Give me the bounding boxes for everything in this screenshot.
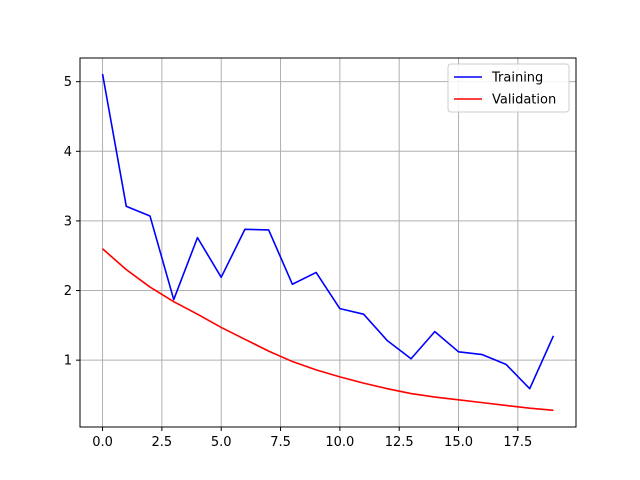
x-tick-label: 10.0 <box>325 435 354 450</box>
y-axis: 1 2 3 4 5 <box>64 75 80 369</box>
y-tick-label: 1 <box>64 354 72 369</box>
legend-label-validation: Validation <box>492 93 556 108</box>
x-tick-label: 17.5 <box>503 435 532 450</box>
x-tick-label: 2.5 <box>152 435 173 450</box>
legend: Training Validation <box>447 63 570 113</box>
x-tick-label: 7.5 <box>270 435 291 450</box>
y-tick-label: 4 <box>64 145 72 160</box>
x-axis: 0.0 2.5 5.0 7.5 10.0 12.5 15.0 17.5 <box>92 427 532 450</box>
series-lines <box>101 73 555 412</box>
grid <box>80 58 576 427</box>
x-tick-label: 12.5 <box>385 435 414 450</box>
y-tick-label: 2 <box>64 284 72 299</box>
x-tick-label: 15.0 <box>444 435 473 450</box>
legend-box <box>447 63 570 113</box>
x-tick-label: 0.0 <box>92 435 113 450</box>
y-tick-label: 3 <box>64 214 72 229</box>
plot-area-frame <box>79 57 577 428</box>
legend-label-training: Training <box>491 71 543 86</box>
series-line-training <box>101 73 555 390</box>
series-line-validation <box>102 248 554 412</box>
y-tick-label: 5 <box>64 75 72 90</box>
x-tick-label: 5.0 <box>211 435 232 450</box>
